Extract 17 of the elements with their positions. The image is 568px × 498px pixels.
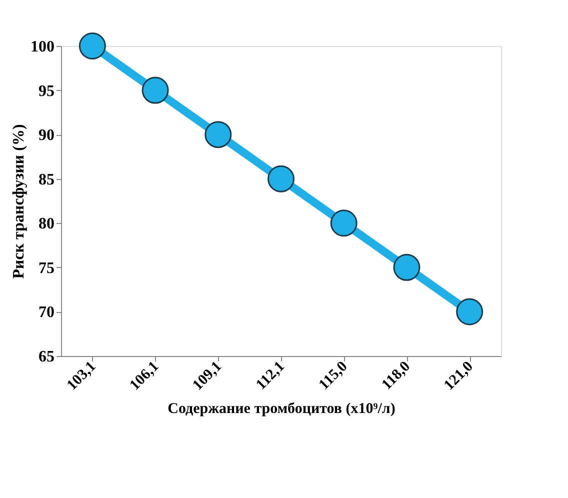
point bbox=[142, 76, 169, 104]
y-tick-label: 95 bbox=[38, 82, 54, 100]
y-tick-label: 75 bbox=[38, 260, 54, 277]
point bbox=[456, 298, 484, 326]
point bbox=[393, 254, 420, 281]
x-axis-title: Содержание тромбоцитов (x10⁹/л) bbox=[168, 401, 396, 418]
point bbox=[204, 121, 232, 148]
point bbox=[268, 165, 294, 192]
point bbox=[330, 210, 358, 237]
y-tick-label: 65 bbox=[38, 348, 54, 366]
y-tick-label: 80 bbox=[38, 216, 54, 233]
y-tick-label: 90 bbox=[38, 127, 54, 144]
y-axis-title: Риск трансфузии (%) bbox=[10, 124, 28, 279]
y-tick-label: 100 bbox=[30, 38, 54, 56]
y-tick-label: 70 bbox=[38, 304, 54, 322]
point bbox=[78, 32, 106, 60]
y-tick-label: 85 bbox=[38, 171, 54, 188]
